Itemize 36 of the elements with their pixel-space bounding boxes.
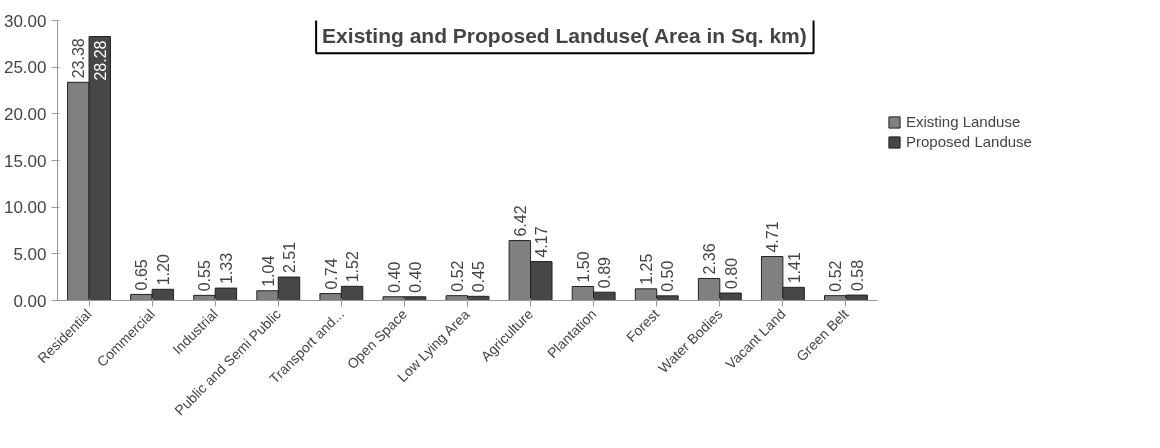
data-label: 0.55	[196, 260, 214, 292]
y-tick-label: 15.00	[3, 151, 47, 171]
y-tick-label: 25.00	[3, 58, 47, 78]
data-label: 0.58	[848, 259, 866, 292]
data-label: 4.17	[533, 226, 551, 258]
data-label: 4.71	[764, 221, 782, 253]
data-label: 1.20	[154, 254, 172, 286]
data-label: 1.33	[217, 252, 235, 285]
data-label: 2.36	[701, 243, 719, 275]
y-tick-label: 20.00	[3, 104, 47, 124]
y-tick-label: 30.00	[3, 11, 47, 31]
data-label: 0.65	[133, 259, 151, 291]
y-tick-label: 0.00	[13, 291, 47, 311]
data-label: 1.25	[638, 253, 656, 285]
data-label: 0.52	[827, 260, 845, 292]
data-label: 28.28	[91, 40, 109, 81]
data-label: 0.74	[322, 258, 340, 290]
data-label: 0.40	[407, 261, 425, 293]
data-label: 0.50	[659, 260, 677, 292]
data-label: 0.40	[385, 261, 403, 293]
data-label: 2.51	[280, 241, 298, 274]
data-label: 23.38	[70, 38, 88, 79]
y-tick-label: 10.00	[3, 198, 47, 218]
chart-title: Existing and Proposed Landuse( Area in Sq. km)	[322, 24, 807, 48]
legend-label: Proposed Landuse	[906, 133, 1032, 150]
data-label: 6.42	[511, 205, 529, 237]
data-label: 1.52	[344, 251, 362, 283]
data-label: 0.45	[470, 261, 488, 293]
data-label: 1.04	[259, 255, 277, 287]
data-label: 1.41	[785, 252, 803, 284]
legend-label: Existing Landuse	[906, 113, 1021, 130]
data-label: 0.52	[448, 260, 466, 292]
data-label: 0.89	[596, 256, 614, 289]
data-label: 0.80	[722, 257, 740, 290]
data-label: 1.50	[574, 251, 592, 283]
y-tick-label: 5.00	[13, 244, 47, 264]
